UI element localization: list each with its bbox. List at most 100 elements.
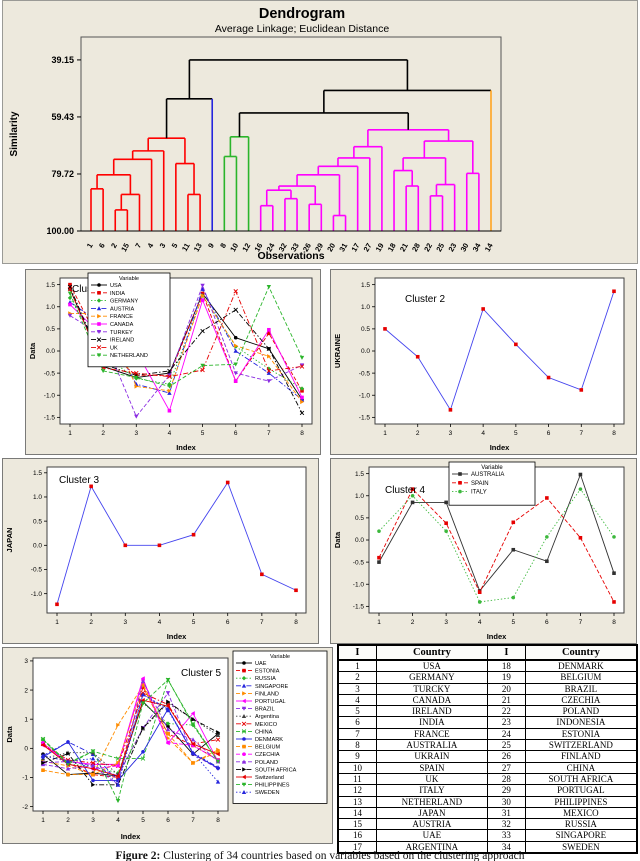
- table-cell: 18: [486, 659, 526, 673]
- table-row: 11 UK 28 SOUTH AFRICA: [337, 772, 638, 786]
- svg-text:1: 1: [85, 242, 95, 250]
- svg-text:0: 0: [24, 746, 28, 753]
- table-cell: 13: [337, 795, 377, 808]
- svg-text:8: 8: [218, 242, 228, 250]
- svg-text:CHINA: CHINA: [255, 729, 273, 735]
- svg-text:7: 7: [260, 619, 264, 626]
- svg-text:NETHERLAND: NETHERLAND: [110, 353, 148, 359]
- table-cell: 30: [486, 795, 526, 808]
- table-cell: PORTUGAL: [524, 784, 638, 797]
- svg-text:100.00: 100.00: [46, 226, 74, 236]
- svg-text:3: 3: [123, 619, 127, 626]
- svg-text:2: 2: [101, 430, 105, 437]
- svg-text:8: 8: [612, 430, 616, 437]
- table-cell: INDONESIA: [524, 716, 638, 729]
- svg-text:0.5: 0.5: [46, 326, 55, 333]
- svg-text:27: 27: [362, 242, 374, 254]
- table-cell: AUSTRIA: [375, 818, 488, 831]
- svg-text:CANADA: CANADA: [110, 322, 134, 328]
- svg-text:Observations: Observations: [257, 250, 324, 262]
- svg-text:Index: Index: [167, 632, 187, 641]
- svg-text:POLAND: POLAND: [255, 760, 278, 766]
- svg-text:1.0: 1.0: [361, 304, 370, 311]
- svg-text:-1.0: -1.0: [353, 581, 365, 588]
- svg-text:4: 4: [145, 241, 155, 250]
- table-row: 12 ITALY 29 PORTUGAL: [337, 784, 638, 797]
- svg-text:8: 8: [300, 430, 304, 437]
- table-cell: JAPAN: [375, 806, 488, 820]
- svg-text:22: 22: [422, 242, 434, 254]
- svg-text:31: 31: [337, 242, 349, 254]
- table-cell: NETHERLAND: [375, 795, 488, 808]
- svg-text:Cluster 4: Cluster 4: [385, 485, 425, 496]
- svg-text:Index: Index: [490, 443, 510, 452]
- svg-text:20: 20: [325, 242, 337, 254]
- svg-text:Variable: Variable: [119, 276, 139, 282]
- svg-text:-0.5: -0.5: [359, 370, 371, 377]
- svg-text:ITALY: ITALY: [471, 490, 487, 496]
- table-cell: SINGAPORE: [524, 829, 638, 842]
- table-row: 13 NETHERLAND 30 PHILIPPINES: [337, 795, 638, 808]
- svg-text:-2: -2: [22, 804, 28, 811]
- table-header: Country: [375, 644, 488, 661]
- svg-text:UAE: UAE: [255, 661, 267, 667]
- svg-text:Switzerland: Switzerland: [255, 775, 284, 781]
- table-cell: SWEDEN: [524, 840, 638, 854]
- svg-text:1: 1: [24, 716, 28, 723]
- table-cell: UKRAIN: [375, 750, 488, 763]
- svg-text:-1.0: -1.0: [44, 392, 56, 399]
- cluster2-panel: 1.5 1.0 0.5 0.0 -0.5 -1.0 -1.5 1 2 3 4 5 6 7 8 Index UKR…: [330, 269, 637, 455]
- svg-text:Average Linkage; Euclidean Dis: Average Linkage; Euclidean Distance: [215, 23, 389, 35]
- svg-text:12: 12: [240, 242, 252, 254]
- svg-text:1.5: 1.5: [361, 282, 370, 289]
- cluster1-chart: 1.5 1.0 0.5 0.0 -0.5 -1.0 -1.5 1 2 3 4 5 6 7 8 Index Dat…: [28, 272, 313, 452]
- table-cell: 14: [337, 806, 377, 820]
- svg-text:-1.0: -1.0: [31, 591, 43, 598]
- cluster1-panel: 1.5 1.0 0.5 0.0 -0.5 -1.0 -1.5 1 2 3 4 5 6 7 8 Index Dat…: [25, 269, 321, 455]
- svg-text:7: 7: [579, 619, 583, 626]
- svg-text:SINGAPORE: SINGAPORE: [255, 684, 289, 690]
- cluster5-chart: 3 2 1 0 -1 -2 1 2 3 4 5 6 7 8 Index Data Cluster 5 Variab…: [5, 650, 328, 841]
- table-row: 6 INDIA 23 INDONESIA: [337, 716, 638, 729]
- table-cell: 4: [337, 693, 377, 707]
- table-header: Country: [524, 644, 638, 661]
- table-row: 9 UKRAIN 26 FINLAND: [337, 750, 638, 763]
- table-cell: ITALY: [375, 784, 488, 797]
- table-cell: 24: [486, 727, 526, 741]
- svg-text:UK: UK: [110, 345, 118, 351]
- table-cell: BRAZIL: [524, 682, 638, 695]
- svg-text:Index: Index: [487, 632, 507, 641]
- svg-text:5: 5: [514, 430, 518, 437]
- svg-text:7: 7: [267, 430, 271, 437]
- svg-text:-1: -1: [22, 775, 28, 782]
- svg-text:2: 2: [89, 619, 93, 626]
- table-cell: 21: [486, 693, 526, 707]
- svg-text:IRELAND: IRELAND: [110, 338, 134, 344]
- svg-text:6: 6: [547, 430, 551, 437]
- svg-text:13: 13: [192, 242, 204, 254]
- svg-text:5: 5: [141, 817, 145, 824]
- svg-text:-0.5: -0.5: [44, 370, 56, 377]
- table-cell: 12: [337, 784, 377, 797]
- table-row: 4 CANADA 21 CZECHIA: [337, 693, 638, 707]
- svg-text:5: 5: [192, 619, 196, 626]
- table-cell: SOUTH AFRICA: [524, 772, 638, 786]
- svg-text:Data: Data: [333, 531, 342, 548]
- table-cell: CHINA: [524, 761, 638, 774]
- figure-caption: Figure 2: Clustering of 34 countries bas…: [0, 850, 640, 861]
- svg-text:-1.0: -1.0: [359, 392, 371, 399]
- table-cell: INDIA: [375, 716, 488, 729]
- table-cell: UAE: [375, 829, 488, 842]
- table-cell: POLAND: [524, 705, 638, 718]
- svg-text:6: 6: [97, 242, 107, 250]
- svg-text:-0.5: -0.5: [353, 559, 365, 566]
- table-cell: FINLAND: [524, 750, 638, 763]
- svg-text:INDIA: INDIA: [110, 291, 125, 297]
- cluster4-panel: 1.5 1.0 0.5 0.0 -0.5 -1.0 -1.5 1 2 3 4 5 6 7 8 Index Dat…: [330, 458, 637, 644]
- table-cell: USA: [375, 659, 488, 673]
- svg-text:Cluster 3: Cluster 3: [59, 475, 99, 486]
- svg-text:Variable: Variable: [270, 654, 290, 660]
- svg-text:3: 3: [444, 619, 448, 626]
- svg-text:9: 9: [206, 242, 216, 250]
- svg-text:25: 25: [434, 242, 446, 254]
